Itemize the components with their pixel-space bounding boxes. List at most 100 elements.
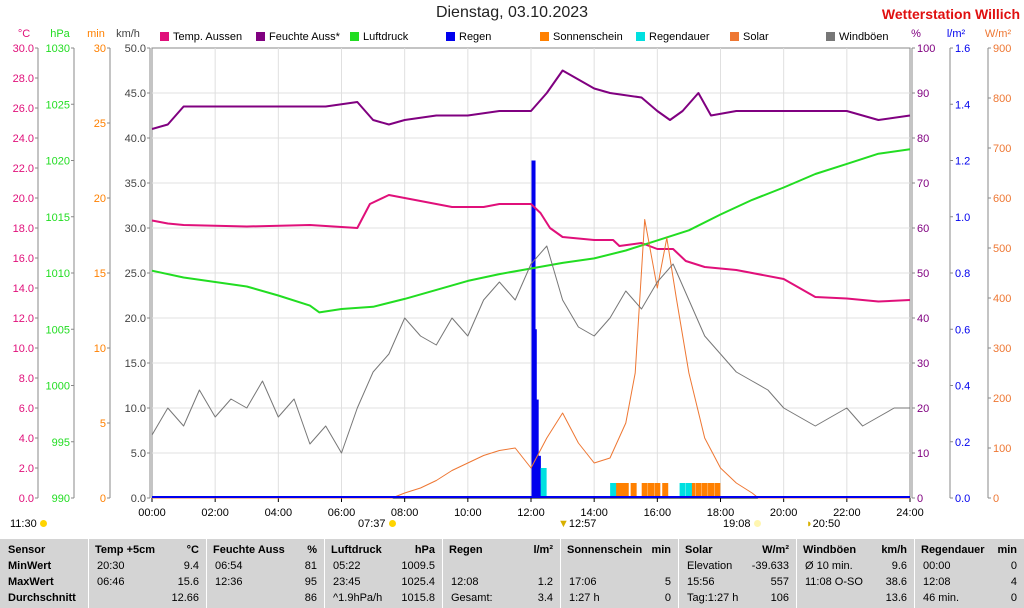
y-tick-label-rain: 0.8 bbox=[955, 268, 970, 280]
legend-label: Windböen bbox=[839, 31, 889, 43]
bar-regen bbox=[536, 455, 541, 498]
legend-label: Solar bbox=[743, 31, 769, 43]
y-tick-label-temp: 16.0 bbox=[13, 253, 34, 265]
stats-cell-value: 3.4 bbox=[537, 592, 553, 604]
legend-item-temp[interactable]: Temp. Aussen bbox=[160, 31, 242, 43]
y-tick-label-solar: 300 bbox=[993, 343, 1011, 355]
stats-cell-value: 4 bbox=[1010, 576, 1017, 588]
legend-item-wind-gusts[interactable]: Windböen bbox=[826, 31, 889, 43]
stats-cell-value: 1015.8 bbox=[401, 592, 435, 604]
y-tick-label-solar: 700 bbox=[993, 143, 1011, 155]
stats-cell-label: 20:30 bbox=[97, 560, 125, 572]
stats-cell-label: 06:46 bbox=[97, 576, 125, 588]
y-tick-label-pressure: 1000 bbox=[46, 381, 70, 393]
y-tick-label-humidity: 50 bbox=[917, 268, 929, 280]
legend-item-rain[interactable]: Regen bbox=[446, 31, 491, 43]
y-tick-label-temp: 24.0 bbox=[13, 133, 34, 145]
bar-sonnenschein bbox=[648, 483, 655, 498]
series-line-windb-en bbox=[151, 245, 910, 454]
legend-item-humidity[interactable]: Feuchte Auss* bbox=[256, 31, 340, 43]
stats-cell-label: 06:54 bbox=[215, 560, 243, 572]
stats-cell-value: 86 bbox=[304, 592, 317, 604]
x-tick-label: 00:00 bbox=[138, 507, 166, 519]
y-tick-label-humidity: 0 bbox=[917, 493, 923, 505]
y-tick-label-pressure: 1015 bbox=[46, 212, 70, 224]
stats-cell-value: 9.4 bbox=[183, 560, 199, 572]
bar-regen bbox=[534, 399, 539, 498]
stats-group-title: Solar bbox=[685, 544, 713, 556]
legend-item-rain-duration[interactable]: Regendauer bbox=[636, 31, 710, 43]
y-tick-label-solar: 0 bbox=[993, 493, 999, 505]
y-tick-label-pressure: 995 bbox=[52, 437, 70, 449]
stats-cell-value: 557 bbox=[770, 576, 789, 588]
y-tick-label-rain: 0.2 bbox=[955, 437, 970, 449]
bar-regendauer bbox=[610, 483, 617, 498]
stats-cell-value: 106 bbox=[770, 592, 789, 604]
y-tick-label-sunshine: 25 bbox=[94, 118, 106, 130]
legend-swatch bbox=[730, 32, 739, 41]
stats-group-unit: km/h bbox=[881, 544, 907, 556]
legend-label: Regen bbox=[459, 31, 492, 43]
stats-cell-value: 13.6 bbox=[885, 592, 907, 604]
legend-label: Sonnenschein bbox=[553, 31, 623, 43]
stats-cell-label: 00:00 bbox=[923, 560, 951, 572]
x-tick-label: 04:00 bbox=[265, 507, 293, 519]
stats-cell-value: -39.633 bbox=[751, 560, 789, 572]
stats-cell-label: 12:36 bbox=[215, 576, 243, 588]
bar-sonnenschein bbox=[695, 483, 702, 498]
x-tick-label: 22:00 bbox=[833, 507, 861, 519]
y-tick-label-wind: 50.0 bbox=[125, 43, 146, 55]
y-tick-label-wind: 40.0 bbox=[125, 133, 146, 145]
y-tick-label-sunshine: 15 bbox=[94, 268, 106, 280]
y-tick-label-rain: 0.4 bbox=[955, 381, 970, 393]
y-tick-label-wind: 15.0 bbox=[125, 358, 146, 370]
x-tick-label: 10:00 bbox=[454, 507, 482, 519]
stats-cell-label: 17:06 bbox=[569, 576, 597, 588]
noon-label: ▼12:57 bbox=[558, 518, 596, 530]
y-tick-label-wind: 10.0 bbox=[125, 403, 146, 415]
stats-group-unit: l/m² bbox=[533, 544, 553, 556]
y-tick-label-solar: 100 bbox=[993, 443, 1011, 455]
bar-sonnenschein bbox=[714, 483, 721, 498]
bar-sonnenschein bbox=[619, 483, 626, 498]
y-axis-title-pressure: hPa bbox=[50, 28, 70, 40]
stats-cell-label: Ø 10 min. bbox=[805, 560, 853, 572]
y-tick-label-temp: 6.0 bbox=[19, 403, 34, 415]
row-label-sensor: Sensor bbox=[8, 544, 46, 556]
series-line-feuchte-auss- bbox=[151, 69, 911, 130]
y-tick-label-temp: 8.0 bbox=[19, 373, 34, 385]
x-tick-label: 16:00 bbox=[644, 507, 672, 519]
y-tick-label-pressure: 1010 bbox=[46, 268, 70, 280]
stats-cell-value: 0 bbox=[1010, 560, 1017, 572]
stats-cell-value: 81 bbox=[304, 560, 317, 572]
legend-swatch bbox=[446, 32, 455, 41]
stats-cell-value: 1025.4 bbox=[401, 576, 435, 588]
stats-cell-value: 38.6 bbox=[885, 576, 907, 588]
y-tick-label-pressure: 1030 bbox=[46, 43, 70, 55]
bar-sonnenschein bbox=[708, 483, 715, 498]
y-tick-label-solar: 600 bbox=[993, 193, 1011, 205]
y-tick-label-wind: 35.0 bbox=[125, 178, 146, 190]
y-tick-label-pressure: 1020 bbox=[46, 156, 70, 168]
bar-sonnenschein bbox=[654, 483, 661, 498]
x-tick-label: 14:00 bbox=[580, 507, 608, 519]
legend-item-pressure[interactable]: Luftdruck bbox=[350, 31, 408, 43]
series-line-solar bbox=[152, 219, 910, 499]
sunset-icon bbox=[753, 520, 761, 527]
stats-cell-value: 0 bbox=[1010, 592, 1017, 604]
legend-item-solar[interactable]: Solar bbox=[730, 31, 769, 43]
y-tick-label-humidity: 70 bbox=[917, 178, 929, 190]
legend-swatch bbox=[540, 32, 549, 41]
stats-cell-value: 15.6 bbox=[177, 576, 199, 588]
y-tick-label-rain: 1.0 bbox=[955, 212, 970, 224]
legend-item-sunshine[interactable]: Sonnenschein bbox=[540, 31, 623, 43]
y-tick-label-solar: 500 bbox=[993, 243, 1011, 255]
y-tick-label-solar: 800 bbox=[993, 93, 1011, 105]
y-tick-label-temp: 18.0 bbox=[13, 223, 34, 235]
x-tick-label: 12:00 bbox=[517, 507, 545, 519]
y-tick-label-sunshine: 30 bbox=[94, 43, 106, 55]
stats-group: Windböen km/h Ø 10 min. 9.6 11:08 O-SO 38.6 13… bbox=[796, 539, 913, 608]
y-tick-label-humidity: 80 bbox=[917, 133, 929, 145]
stats-group: Solar W/m² Elevation -39.633 15:56 557 Tag:1:2… bbox=[678, 539, 795, 608]
y-tick-label-sunshine: 5 bbox=[100, 418, 106, 430]
